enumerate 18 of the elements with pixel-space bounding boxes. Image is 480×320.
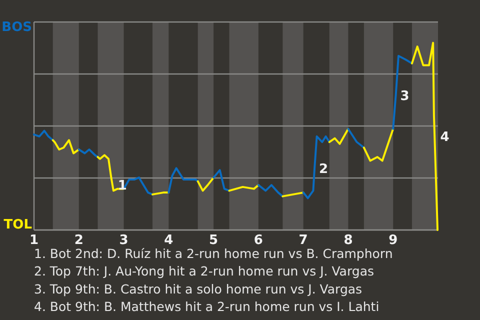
text: 4. Bot 9th: B. Matthews hit a 2-run home run vs I. Lahti [34,299,380,314]
x-tick-label: 1 [29,233,39,248]
x-tick-label: 8 [344,233,353,248]
x-tick-label: 2 [74,233,84,248]
text: BOS [2,20,32,36]
x-tick-label: 6 [254,233,263,248]
text: 1. Bot 2nd: D. Ruíz hit a 2-run home run vs B. Cramphorn [34,246,393,261]
annotation: 4 [440,130,450,145]
text: 3. Top 9th: B. Castro hit a solo home run vs J. Vargas [34,281,362,296]
text: 2. Top 7th: J. Au-Yong hit a 2-run home run vs J. Vargas [34,264,374,279]
x-tick-label: 5 [209,233,218,248]
x-tick-label: 9 [388,233,398,248]
annotation: 2 [319,162,328,177]
x-tick-label: 7 [298,233,308,248]
text: TOL [4,218,32,233]
x-tick-label: 4 [164,233,174,248]
x-tick-label: 3 [119,233,128,248]
annotation: 3 [400,88,410,104]
